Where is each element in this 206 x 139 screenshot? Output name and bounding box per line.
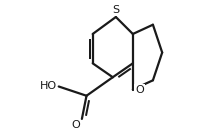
Text: O: O — [71, 121, 80, 131]
Text: HO: HO — [40, 81, 57, 91]
Text: S: S — [112, 5, 119, 15]
Text: O: O — [135, 85, 143, 95]
